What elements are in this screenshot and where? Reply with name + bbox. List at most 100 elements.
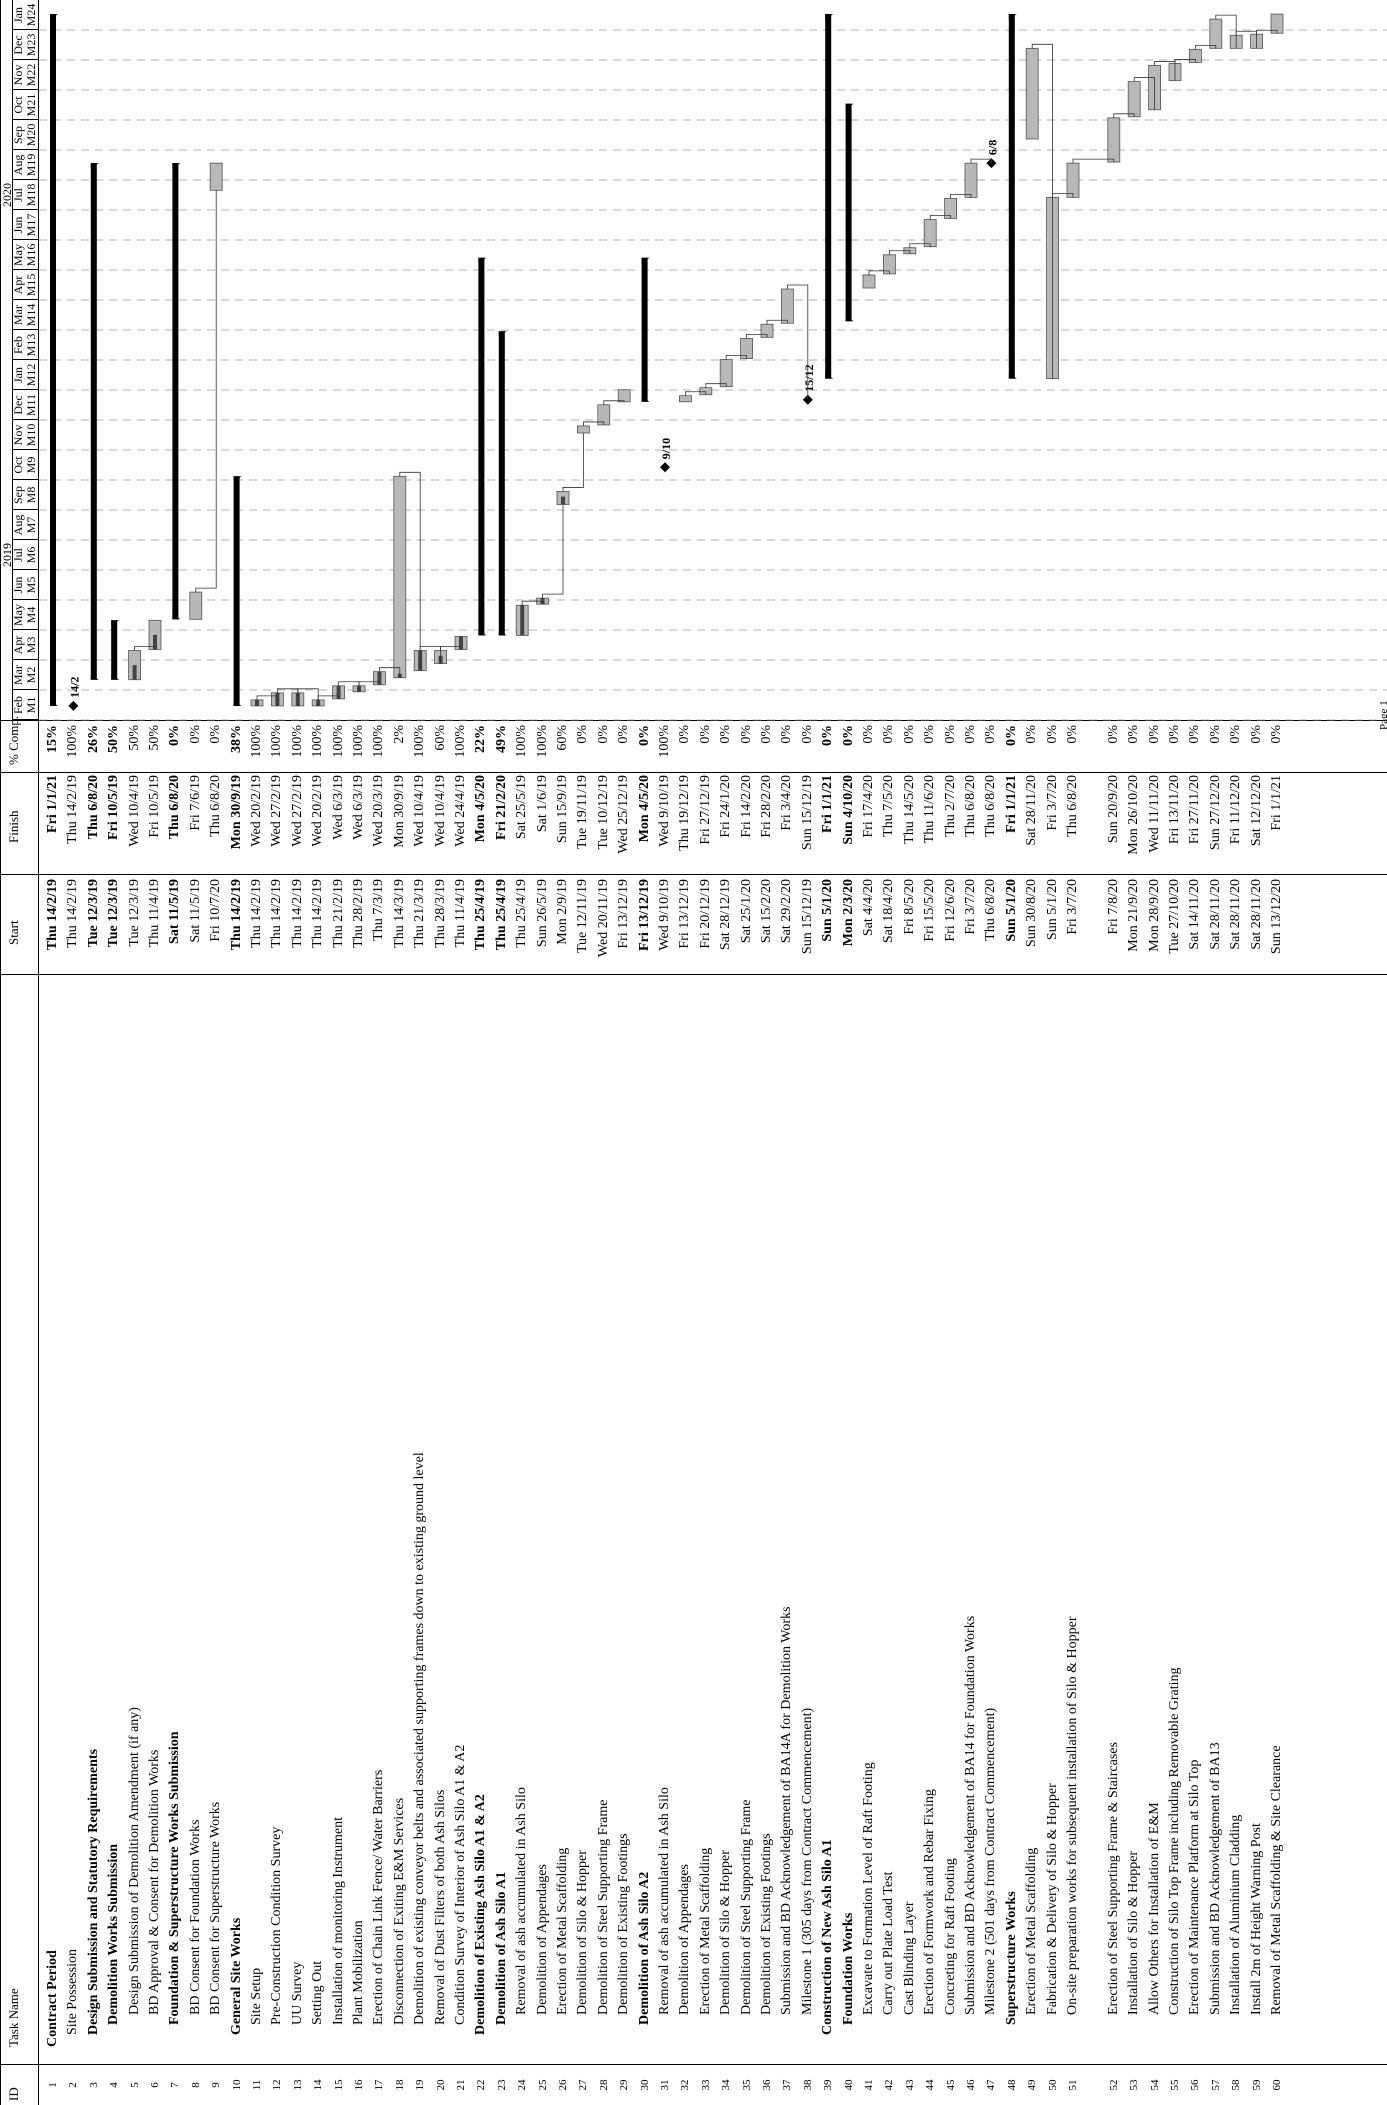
dependency-link [1154, 61, 1176, 81]
task-bar [964, 162, 978, 198]
task-bar [577, 425, 590, 434]
milestone-marker [660, 462, 670, 473]
dependency-link [787, 284, 809, 400]
summary-bar [641, 257, 648, 402]
dependency-link [603, 400, 625, 405]
dependency-link [1256, 29, 1278, 35]
dependency-link [583, 421, 605, 426]
dependency-link [277, 688, 299, 706]
dependency-link [929, 215, 951, 220]
task-bar [1107, 117, 1121, 163]
dependency-link [746, 333, 768, 339]
dependency-link [134, 646, 156, 651]
milestone-label: 6/8 [985, 140, 999, 155]
summary-cap [90, 674, 99, 680]
task-progress [520, 605, 525, 636]
dependency-link [440, 646, 462, 651]
dependency-link [195, 190, 217, 593]
dependency-link [1031, 43, 1053, 379]
summary-cap [90, 163, 99, 169]
summary-cap [845, 103, 854, 109]
summary-bar [90, 163, 97, 680]
summary-cap [1008, 14, 1017, 20]
milestone-label: 14/2 [67, 677, 81, 698]
summary-cap [845, 316, 854, 322]
dependency-link [338, 681, 360, 692]
summary-cap [498, 331, 507, 337]
task-bar [393, 475, 407, 679]
task-progress [255, 699, 259, 706]
dependency-link [766, 319, 788, 325]
task-bar [617, 389, 631, 403]
summary-bar [825, 14, 832, 379]
summary-bar [233, 476, 240, 706]
milestone-marker [68, 700, 79, 711]
summary-cap [172, 163, 181, 169]
dependency-link [1133, 77, 1155, 110]
task-bar [1066, 162, 1080, 198]
dependency-link [317, 695, 339, 700]
summary-cap [478, 257, 487, 263]
dependency-link [868, 270, 890, 275]
summary-cap [111, 620, 120, 626]
summary-bar [50, 14, 56, 706]
task-bar [209, 162, 223, 191]
dependency-link [685, 391, 707, 396]
task-bar [923, 219, 937, 248]
task-bar [862, 274, 876, 289]
milestone-label: 9/10 [659, 438, 673, 459]
summary-bar [111, 620, 118, 680]
summary-bar [845, 103, 852, 322]
dependency-link [1052, 192, 1074, 198]
summary-bar [478, 257, 485, 636]
dependency-link [1072, 158, 1115, 164]
dependency-link [705, 383, 727, 388]
task-progress [561, 496, 565, 505]
task-bar [1127, 81, 1141, 118]
summary-cap [825, 373, 834, 379]
page-footer: Page 1 [1378, 700, 1387, 730]
summary-cap [233, 700, 242, 706]
summary-bar [172, 163, 179, 620]
summary-cap [111, 674, 120, 680]
dependency-link [725, 355, 747, 360]
summary-cap [478, 630, 487, 636]
summary-cap [641, 257, 650, 263]
dependency-link [1195, 44, 1217, 50]
dependency-link [1235, 30, 1257, 49]
task-bar [781, 288, 794, 324]
task-bar [1209, 18, 1223, 49]
summary-cap [50, 700, 58, 706]
task-progress [153, 634, 157, 650]
dependency-link [419, 646, 441, 664]
dependency-link [970, 158, 992, 164]
summary-cap [172, 614, 181, 620]
summary-cap [498, 630, 507, 636]
dependency-link [542, 504, 564, 599]
task-progress [132, 665, 137, 680]
dependency-link [256, 695, 278, 706]
task-bar [679, 395, 692, 403]
summary-cap [50, 14, 58, 20]
milestone-label: 15/12 [802, 364, 816, 391]
task-bar [1025, 47, 1039, 140]
dependency-link [1113, 113, 1135, 118]
dependency-link [358, 681, 380, 686]
dependency-link [562, 433, 584, 492]
dependency-link [909, 243, 931, 248]
dependency-link [379, 667, 401, 678]
summary-cap [233, 476, 242, 482]
summary-cap [1008, 373, 1017, 379]
dependency-link [950, 193, 972, 199]
summary-cap [641, 396, 650, 402]
dependency-link [889, 250, 911, 255]
summary-bar [498, 331, 505, 636]
dependency-link [521, 600, 543, 606]
dependency-link [1174, 59, 1196, 64]
task-bar [189, 591, 203, 620]
milestone-marker [802, 394, 813, 405]
task-bar [719, 359, 733, 388]
dependency-link [399, 471, 421, 671]
